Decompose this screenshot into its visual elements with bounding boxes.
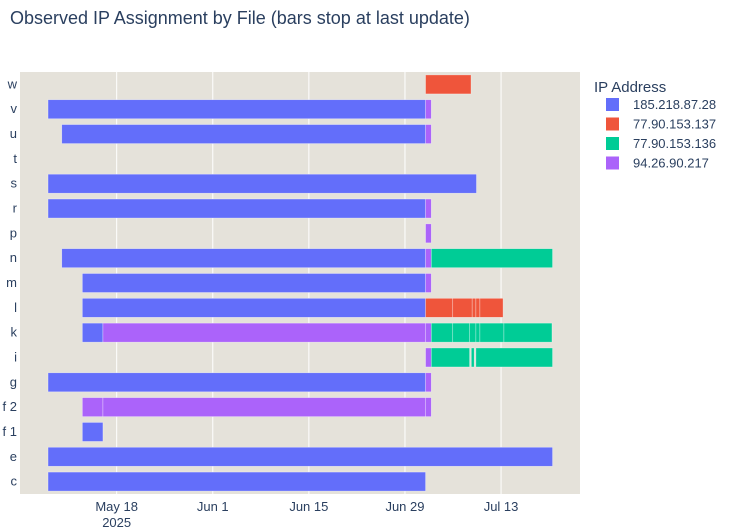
- y-tick-label: t: [13, 151, 17, 166]
- bar-segment[interactable]: [471, 298, 477, 318]
- y-tick-label: g: [10, 374, 17, 389]
- y-tick-label: i: [14, 349, 17, 364]
- legend-entry-label[interactable]: 94.26.90.217: [633, 156, 709, 171]
- bar-segment[interactable]: [47, 372, 426, 393]
- y-tick-label: w: [7, 76, 18, 91]
- y-tick-label: n: [10, 250, 17, 265]
- y-tick-label: f 2: [3, 399, 17, 414]
- bar-segment[interactable]: [475, 322, 481, 343]
- bar-segment[interactable]: [425, 397, 432, 417]
- bar-segment[interactable]: [425, 74, 472, 95]
- y-tick-label: l: [14, 300, 17, 315]
- bar-segment[interactable]: [47, 198, 426, 219]
- bar-segment[interactable]: [452, 298, 473, 318]
- bar-segment[interactable]: [82, 422, 104, 442]
- legend-title: IP Address: [594, 79, 666, 96]
- y-tick-label: r: [13, 201, 18, 216]
- y-tick-label: p: [10, 225, 17, 240]
- bar-segment[interactable]: [425, 198, 432, 219]
- bar-segment[interactable]: [425, 248, 432, 268]
- bar-segment[interactable]: [430, 248, 553, 268]
- x-tick-label: May 18: [95, 499, 138, 514]
- bar-segment[interactable]: [425, 99, 432, 120]
- bar-segment[interactable]: [471, 347, 475, 368]
- legend-entry-label[interactable]: 77.90.153.137: [633, 117, 716, 132]
- y-tick-label: c: [11, 474, 18, 489]
- y-tick-label: s: [11, 176, 18, 191]
- legend-swatch[interactable]: [606, 98, 619, 111]
- y-tick-label: m: [6, 275, 17, 290]
- x-tick-label: Jun 15: [289, 499, 328, 514]
- bar-segment[interactable]: [479, 322, 505, 343]
- bar-segment[interactable]: [430, 347, 470, 368]
- bar-segment[interactable]: [47, 446, 553, 467]
- bar-segment[interactable]: [425, 298, 454, 318]
- bar-segment[interactable]: [47, 173, 477, 194]
- bar-segment[interactable]: [475, 347, 553, 368]
- y-tick-label: k: [11, 325, 18, 340]
- y-tick-label: u: [10, 126, 17, 141]
- bar-segment[interactable]: [82, 397, 104, 417]
- bar-segment[interactable]: [425, 372, 432, 393]
- bar-segment[interactable]: [82, 322, 104, 343]
- legend: IP Address 185.218.87.28 77.90.153.137 77.…: [594, 79, 716, 171]
- x-tick-label: Jul 13: [484, 499, 519, 514]
- bar-segment[interactable]: [82, 273, 426, 293]
- legend-swatch[interactable]: [606, 156, 619, 170]
- bar-segment[interactable]: [503, 322, 553, 343]
- bar-segment[interactable]: [479, 298, 504, 318]
- bar-segment[interactable]: [61, 248, 426, 268]
- legend-entry-label[interactable]: 185.218.87.28: [633, 97, 716, 112]
- bar-segment[interactable]: [469, 322, 477, 343]
- y-tick-label: e: [10, 449, 17, 464]
- bar-segment[interactable]: [475, 298, 481, 318]
- bar-segment[interactable]: [425, 347, 432, 368]
- bar-segment[interactable]: [425, 124, 432, 144]
- bar-segment[interactable]: [61, 124, 426, 144]
- bar-segment[interactable]: [82, 298, 426, 318]
- y-tick-label: v: [11, 101, 18, 116]
- bar-segment[interactable]: [47, 471, 426, 492]
- bar-segment[interactable]: [102, 397, 426, 417]
- x-tick-label: Jun 29: [385, 499, 424, 514]
- legend-swatch[interactable]: [606, 137, 619, 150]
- bar-segment[interactable]: [430, 322, 454, 343]
- bar-segment[interactable]: [425, 223, 432, 244]
- bar-segment[interactable]: [102, 322, 426, 343]
- bar-segment[interactable]: [452, 322, 470, 343]
- bar-segment[interactable]: [425, 322, 432, 343]
- chart-title: Observed IP Assignment by File (bars sto…: [10, 8, 470, 28]
- bar-segment[interactable]: [47, 99, 426, 120]
- y-tick-label: f 1: [3, 424, 17, 439]
- x-tick-sublabel: 2025: [102, 515, 131, 528]
- bar-segment[interactable]: [425, 273, 432, 293]
- legend-swatch[interactable]: [606, 117, 619, 131]
- legend-entry-label[interactable]: 77.90.153.136: [633, 136, 716, 151]
- x-tick-label: Jun 1: [197, 499, 229, 514]
